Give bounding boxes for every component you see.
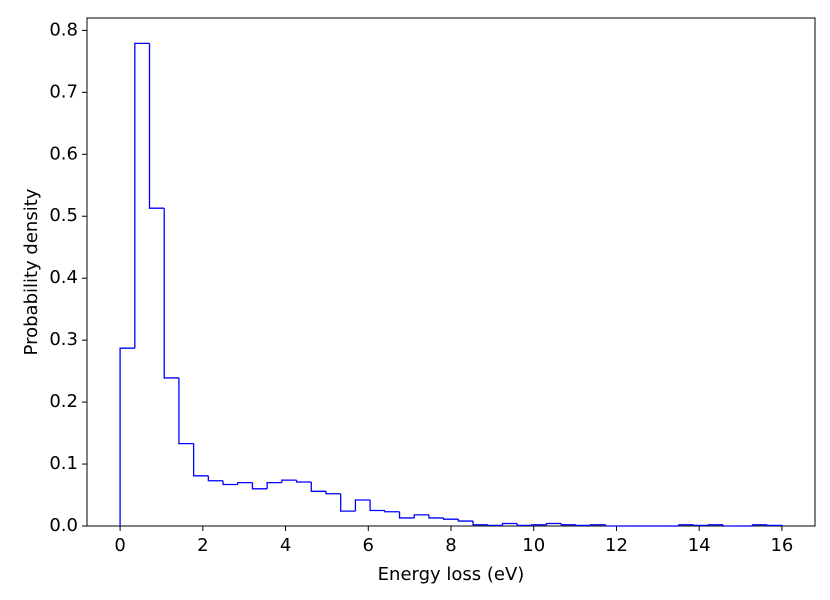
histogram-step [487,524,503,527]
histogram-step [148,43,165,209]
x-tick-label: 14 [688,535,711,556]
histogram-step [340,493,356,512]
histogram-step [442,517,459,520]
histogram-step [575,524,591,527]
x-tick-label: 2 [197,535,208,556]
histogram-step [251,482,268,490]
y-tick-label: 0.8 [49,19,78,40]
x-tick-label: 6 [363,535,374,556]
x-tick-label: 12 [605,535,628,556]
histogram-step [693,524,709,527]
histogram-step [560,523,577,526]
histogram-step [531,524,547,526]
x-tick-label: 16 [770,535,793,556]
histogram-step [604,524,621,527]
histogram-step [516,523,532,527]
histogram-step [384,510,400,513]
histogram-step [751,524,768,526]
y-tick-label: 0.5 [49,205,78,226]
histogram-step [398,511,415,519]
histogram-step [119,347,135,526]
histogram-step [325,491,341,495]
histogram-step [413,514,429,518]
histogram-step [428,514,444,519]
histogram-step [222,480,238,486]
histogram-step [678,524,694,526]
histogram-step [722,524,738,527]
histogram-step [237,481,253,485]
y-tick-label: 0.2 [49,391,78,412]
histogram-step [369,499,385,512]
plot-frame [86,17,816,527]
histogram-step [766,524,783,527]
histogram-step [163,208,179,379]
y-tick-label: 0.3 [49,329,78,350]
x-tick-label: 0 [114,535,125,556]
histogram-step [501,522,518,526]
histogram-step [590,524,606,526]
histogram-step [354,499,371,512]
histogram-step [310,482,326,492]
histogram-step [134,42,150,349]
histogram-step [472,521,488,526]
histogram-step [707,524,724,526]
histogram-step [178,377,194,445]
x-axis-label: Energy loss (eV) [378,564,525,585]
y-axis-label: Probability density [21,188,42,355]
histogram-step [281,479,297,483]
y-tick-label: 0.0 [49,515,78,536]
x-tick-label: 8 [445,535,456,556]
y-tick-label: 0.6 [49,143,78,164]
x-tick-label: 10 [522,535,545,556]
histogram-step [192,443,209,477]
y-tick-label: 0.7 [49,81,78,102]
histogram-step [545,522,562,525]
histogram-step [207,475,224,482]
y-tick-label: 0.1 [49,453,78,474]
y-tick-label: 0.4 [49,267,78,288]
x-tick-label: 4 [280,535,291,556]
histogram-step [266,481,282,489]
histogram-step [457,519,474,522]
histogram-step [295,480,312,483]
